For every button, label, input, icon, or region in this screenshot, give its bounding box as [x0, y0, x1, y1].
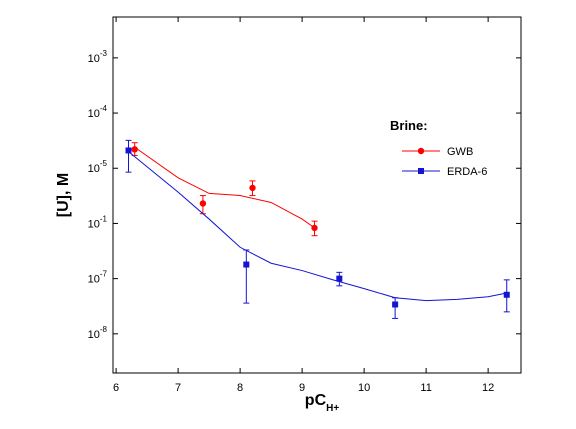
legend-marker [417, 147, 425, 155]
y-tick-base: 10 [88, 163, 100, 175]
marker [243, 261, 250, 268]
y-tick-base: 10 [88, 53, 100, 65]
y-tick-base: 10 [88, 218, 100, 230]
legend-label: ERDA-6 [447, 166, 487, 178]
y-tick-base: 10 [88, 108, 100, 120]
y-tick-label: 10-4 [88, 104, 108, 120]
fit-curve [134, 146, 315, 229]
y-tick-exponent: -7 [100, 270, 108, 279]
y-tick-label: 10-3 [88, 49, 108, 65]
x-tick-label: 6 [113, 382, 119, 394]
marker [503, 291, 510, 298]
legend-title: Brine: [390, 118, 428, 133]
y-tick-label: 10-5 [88, 159, 108, 175]
marker [131, 146, 138, 153]
y-tick-label: 10-1 [88, 214, 108, 230]
marker [392, 301, 399, 308]
x-tick-label: 11 [420, 382, 431, 394]
y-tick-label: 10-8 [88, 325, 108, 341]
y-tick-exponent: -3 [100, 49, 108, 58]
x-tick-label: 12 [482, 382, 494, 394]
marker [249, 184, 256, 192]
x-tick-label: 10 [358, 382, 370, 394]
x-tick-label: 7 [175, 382, 181, 394]
y-tick-exponent: -5 [100, 159, 108, 168]
marker [125, 147, 132, 154]
legend-label: GWB [447, 146, 473, 158]
legend-marker [418, 168, 424, 174]
x-label-main: pC [305, 392, 327, 409]
x-tick-label: 8 [237, 382, 243, 394]
y-tick-label: 10-7 [88, 270, 108, 286]
y-tick-base: 10 [88, 329, 100, 341]
plot-frame [112, 16, 522, 374]
marker [336, 275, 343, 282]
y-tick-exponent: -1 [100, 214, 108, 223]
y-tick-exponent: -8 [100, 325, 108, 334]
y-tick-base: 10 [88, 274, 100, 286]
y-tick-exponent: -4 [100, 104, 108, 113]
x-tick-label: 9 [299, 382, 305, 394]
y-axis-label: [U], M [55, 173, 72, 217]
marker [199, 200, 207, 207]
x-label-sub: H+ [326, 403, 339, 414]
x-axis-label: pCH+ [305, 392, 340, 414]
fit-curve [128, 151, 507, 302]
marker [311, 224, 318, 232]
